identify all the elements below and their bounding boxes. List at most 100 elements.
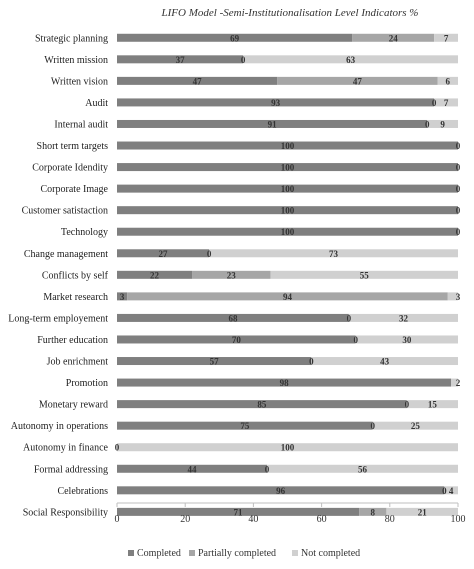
data-label: 2 <box>456 378 461 388</box>
bar-segment <box>359 507 387 516</box>
category-label: Promotion <box>66 378 108 389</box>
category-label: Audit <box>85 98 108 109</box>
data-label: 55 <box>360 270 370 280</box>
data-label: 27 <box>159 249 169 259</box>
legend-swatch <box>128 550 134 556</box>
data-label: 44 <box>188 464 198 474</box>
bar-segment <box>117 464 268 473</box>
bar-segment <box>270 270 458 279</box>
bar-segment <box>117 206 458 215</box>
bar-segment <box>127 292 448 301</box>
data-label: 57 <box>210 357 220 367</box>
bar-segment <box>352 33 435 42</box>
category-label: Corporate Image <box>41 184 109 195</box>
bar-segment <box>117 378 452 387</box>
data-label: 69 <box>230 33 240 43</box>
zero-label: 0 <box>432 98 437 108</box>
zero-label: 0 <box>353 335 358 345</box>
x-tick-label: 60 <box>317 514 327 525</box>
data-label: 100 <box>281 443 295 453</box>
data-label: 6 <box>446 76 451 86</box>
category-label: Autonomy in operations <box>11 421 108 432</box>
bar-segment <box>117 270 193 279</box>
data-label: 100 <box>281 227 295 237</box>
bar-segment <box>117 163 458 172</box>
data-label: 68 <box>228 313 238 323</box>
bar-segment <box>447 292 458 301</box>
legend-swatch <box>189 550 195 556</box>
legend-label: Completed <box>137 548 181 559</box>
category-label: Written mission <box>44 55 108 66</box>
category-label: Conflicts by self <box>42 270 109 281</box>
zero-label: 0 <box>241 55 246 65</box>
bar-segment <box>117 292 128 301</box>
x-tick-label: 100 <box>451 514 466 525</box>
zero-label: 0 <box>371 421 376 431</box>
category-label: Long-term employement <box>8 313 108 324</box>
data-label: 0 <box>456 163 461 173</box>
data-label: 73 <box>329 249 339 259</box>
bar-segment <box>386 507 458 516</box>
category-label: Internal audit <box>54 119 108 130</box>
bar-segment <box>117 33 353 42</box>
category-label: Social Responsibility <box>23 507 108 518</box>
zero-label: 0 <box>425 119 430 129</box>
bar-segment <box>243 55 458 64</box>
category-label: Written vision <box>51 76 108 87</box>
category-label: Change management <box>24 249 108 260</box>
bar-segment <box>437 76 458 85</box>
data-label: 0 <box>456 184 461 194</box>
x-tick-label: 40 <box>248 514 258 525</box>
zero-label: 0 <box>309 357 314 367</box>
data-label: 9 <box>440 119 445 129</box>
bar-segment <box>451 378 458 387</box>
x-tick-label: 20 <box>180 514 190 525</box>
data-label: 98 <box>280 378 290 388</box>
data-label: 24 <box>389 33 399 43</box>
data-label: 100 <box>281 184 295 194</box>
zero-label: 0 <box>265 464 270 474</box>
data-label: 3 <box>120 292 125 302</box>
data-label: 7 <box>444 98 449 108</box>
bar-segment <box>192 270 271 279</box>
data-label: 85 <box>257 400 267 410</box>
legend-label: Partially completed <box>198 548 276 559</box>
legend-swatch <box>292 550 298 556</box>
data-label: 7 <box>444 33 449 43</box>
category-label: Job enrichment <box>47 357 109 368</box>
x-tick-label: 0 <box>115 514 120 525</box>
data-label: 94 <box>283 292 293 302</box>
bar-segment <box>117 507 360 516</box>
data-label: 0 <box>456 206 461 216</box>
bar-segment <box>117 55 244 64</box>
category-label: Market research <box>43 292 108 303</box>
x-tick-label: 80 <box>385 514 395 525</box>
data-label: 70 <box>232 335 242 345</box>
bar-segment <box>117 119 428 128</box>
bar-segment <box>209 249 458 258</box>
category-label: Celebrations <box>57 486 108 497</box>
data-label: 21 <box>418 507 428 517</box>
data-label: 23 <box>227 270 237 280</box>
data-label: 25 <box>411 421 421 431</box>
bar-segment <box>348 313 458 322</box>
data-label: 71 <box>234 507 244 517</box>
data-label: 63 <box>346 55 356 65</box>
bar-segment <box>117 400 407 409</box>
bar-segment <box>355 335 458 344</box>
data-label: 15 <box>428 400 438 410</box>
chart-title: LIFO Model -Semi-Institutionalisation Le… <box>161 7 419 19</box>
bar-segment <box>117 357 312 366</box>
bar-segment <box>117 313 349 322</box>
bar-segment <box>434 33 458 42</box>
category-label: Customer satistaction <box>22 206 108 217</box>
bar-segment <box>117 227 458 236</box>
category-label: Corporate Idendity <box>32 163 108 174</box>
category-label: Technology <box>61 227 108 238</box>
data-label: 47 <box>353 76 363 86</box>
legend-label: Not completed <box>301 548 360 559</box>
data-label: 93 <box>271 98 281 108</box>
data-label: 0 <box>456 227 461 237</box>
zero-label: 0 <box>347 313 352 323</box>
